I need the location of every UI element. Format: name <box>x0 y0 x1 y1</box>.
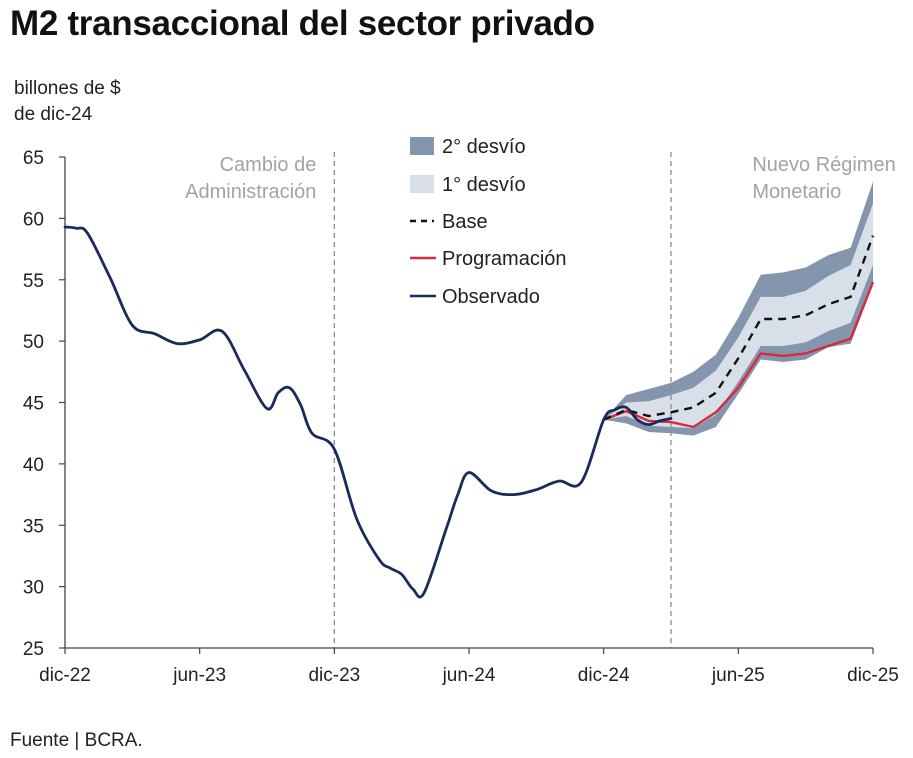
x-tick-label: jun-23 <box>172 665 226 686</box>
x-tick-label: jun-25 <box>711 665 765 686</box>
annotations: Cambio de Administración Nuevo Régimen Mone… <box>185 154 896 203</box>
chart-title: M2 transaccional del sector privado <box>10 4 595 43</box>
annotation-0-line-0: Cambio de <box>220 154 317 176</box>
y-tick-label: 25 <box>23 639 44 660</box>
y-axis-unit-line1: billones de $ <box>14 78 121 99</box>
y-tick-label: 50 <box>23 332 44 353</box>
regime-dividers <box>333 152 672 648</box>
base-line <box>603 235 875 421</box>
x-tick-label: dic-25 <box>847 665 899 686</box>
legend: 2° desvío 1° desvío Base Programación Observ… <box>410 136 567 308</box>
annotation-0-line-1: Administración <box>185 181 316 203</box>
legend-swatch-band1 <box>410 175 434 193</box>
y-tick-label: 40 <box>23 455 44 476</box>
y-tick-label: 45 <box>23 394 44 415</box>
legend-label-band2: 2° desvío <box>442 136 526 158</box>
legend-label-program: Programación <box>442 248 567 270</box>
legend-label-band1: 1° desvío <box>442 174 526 196</box>
band-1-desvio <box>603 203 873 429</box>
programacion-line <box>603 281 875 429</box>
legend-swatch-band2 <box>410 137 434 155</box>
y-tick-label: 55 <box>23 271 44 292</box>
y-tick-label: 30 <box>23 578 44 599</box>
confidence-bands <box>603 181 873 436</box>
legend-label-base: Base <box>442 211 488 233</box>
y-tick-label: 60 <box>23 209 44 230</box>
x-tick-label: dic-22 <box>39 665 91 686</box>
line-chart: 25 30 35 40 45 50 55 60 65 dic-22 jun-23 dic-23 jun-… <box>23 136 899 686</box>
y-tick-label: 35 <box>23 516 44 537</box>
axes: 25 30 35 40 45 50 55 60 65 dic-22 jun-23 dic-23 jun-… <box>23 148 899 686</box>
annotation-1-line-0: Nuevo Régimen <box>752 154 895 176</box>
x-tick-label: jun-24 <box>442 665 496 686</box>
y-tick-label: 65 <box>23 148 44 169</box>
series-lines <box>63 225 875 599</box>
x-tick-label: dic-23 <box>308 665 360 686</box>
observado-line <box>63 225 673 599</box>
x-tick-label: dic-24 <box>578 665 630 686</box>
y-axis-unit-line2: de dic-24 <box>14 104 93 125</box>
legend-label-observed: Observado <box>442 286 540 308</box>
source-note: Fuente | BCRA. <box>10 730 143 751</box>
annotation-1-line-1: Monetario <box>752 181 841 203</box>
